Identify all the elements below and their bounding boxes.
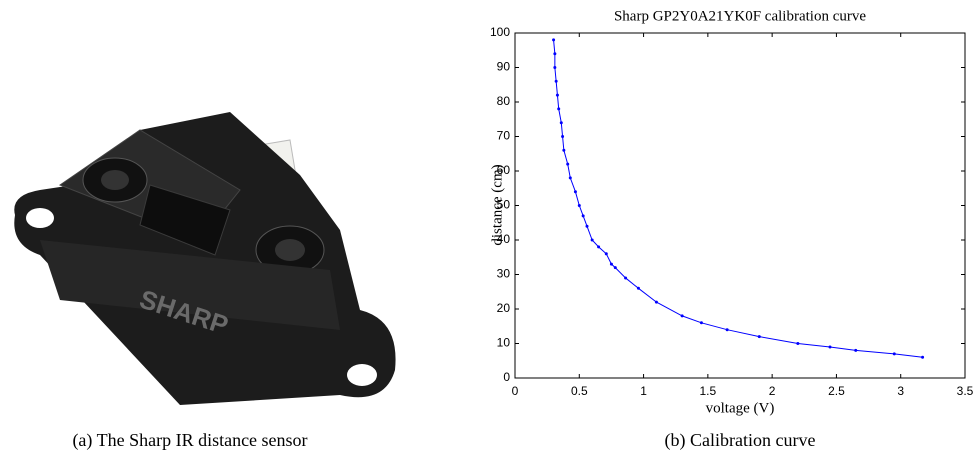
point: [757, 335, 761, 339]
point: [654, 300, 658, 304]
y-tick-label: 60: [497, 163, 511, 177]
point: [828, 345, 832, 349]
x-tick-label: 1.5: [700, 384, 717, 398]
x-tick-label: 2.5: [828, 384, 845, 398]
point: [680, 314, 684, 318]
y-tick-label: 70: [497, 129, 511, 143]
point: [562, 148, 566, 152]
y-tick-label: 100: [490, 25, 510, 39]
point: [581, 214, 585, 218]
y-tick-label: 10: [497, 336, 511, 350]
point: [559, 121, 563, 125]
point: [796, 342, 800, 345]
point: [624, 276, 628, 280]
y-axis-label: distance (cm): [489, 164, 505, 245]
point: [854, 348, 858, 352]
y-tick-label: 50: [497, 198, 511, 212]
y-tick-label: 20: [497, 301, 511, 315]
point: [921, 355, 925, 359]
x-tick-label: 3: [897, 384, 904, 398]
point: [590, 238, 594, 242]
x-axis-label: voltage (V): [706, 400, 775, 416]
point: [636, 286, 640, 290]
point: [552, 38, 556, 42]
point: [699, 321, 703, 325]
x-tick-label: 0.5: [571, 384, 588, 398]
caption: (a) The Sharp IR distance sensor: [72, 430, 307, 451]
point: [553, 52, 557, 56]
y-tick-label: 30: [497, 267, 511, 281]
point: [553, 66, 557, 69]
y-tick-label: 0: [503, 370, 510, 384]
sensor-photo: SHARP: [14, 112, 396, 405]
y-tick-label: 40: [497, 232, 511, 246]
point: [568, 176, 572, 180]
point: [577, 204, 581, 207]
x-tick-label: 3.5: [957, 384, 974, 398]
x-tick-label: 0: [512, 384, 519, 398]
point: [613, 266, 617, 270]
chart-title: Sharp GP2Y0A21YK0F calibration curve: [614, 8, 866, 24]
y-tick-label: 80: [497, 94, 511, 108]
point: [566, 162, 570, 166]
point: [892, 352, 896, 356]
curve: [553, 39, 923, 358]
caption: (b) Calibration curve: [665, 430, 816, 451]
x-tick-label: 2: [769, 384, 776, 398]
point: [573, 190, 577, 194]
point: [725, 328, 729, 332]
point: [561, 135, 565, 138]
point: [604, 252, 608, 256]
point: [609, 262, 613, 266]
point: [555, 93, 559, 97]
point: [557, 107, 561, 111]
point: [585, 224, 589, 228]
plot-frame: [514, 32, 966, 379]
y-tick-label: 90: [497, 60, 511, 74]
point: [554, 79, 558, 83]
x-tick-label: 1: [640, 384, 647, 398]
point: [597, 245, 601, 249]
